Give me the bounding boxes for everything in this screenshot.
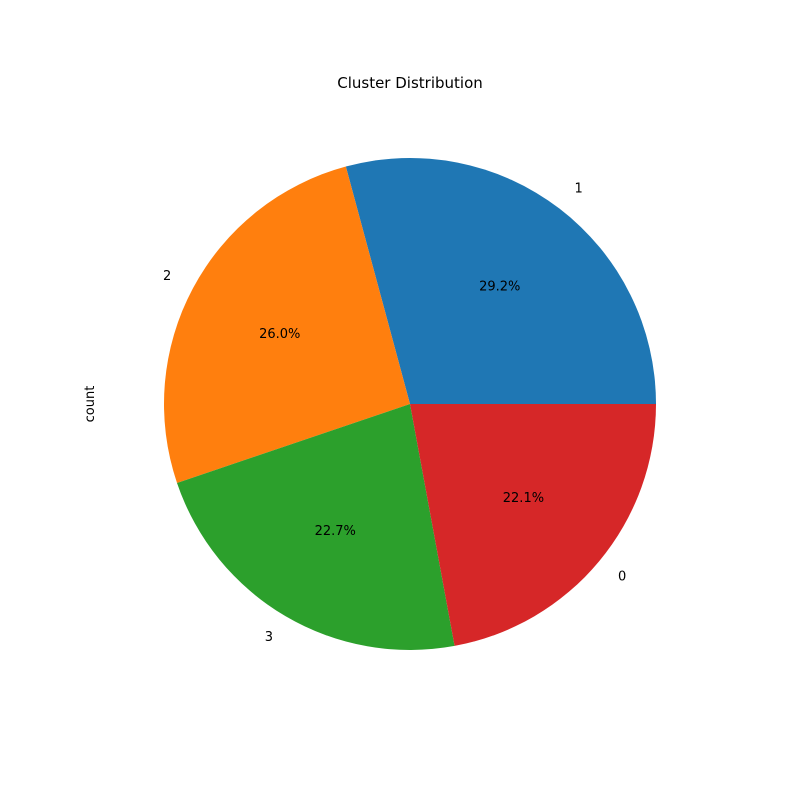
- pie-slice-2: [163, 166, 410, 483]
- slice-percent-1: 29.2%: [479, 279, 520, 294]
- slice-label-0: 0: [618, 570, 626, 585]
- chart-title: Cluster Distribution: [337, 74, 483, 92]
- slice-label-1: 1: [575, 182, 583, 197]
- y-axis-label: count: [83, 386, 98, 423]
- slice-percent-3: 22.7%: [315, 524, 356, 539]
- slice-label-3: 3: [265, 630, 273, 645]
- slice-label-2: 2: [163, 269, 171, 284]
- pie-slices: [163, 157, 656, 650]
- pie-slice-3: [177, 404, 455, 650]
- slice-percent-0: 22.1%: [503, 491, 544, 506]
- slice-percent-2: 26.0%: [259, 327, 300, 342]
- pie-slice-0: [410, 404, 656, 646]
- pie-slice-1: [345, 157, 656, 404]
- pie-labels: 1 29.2% 2 26.0% 3 22.7% 0 22.1%: [163, 182, 626, 645]
